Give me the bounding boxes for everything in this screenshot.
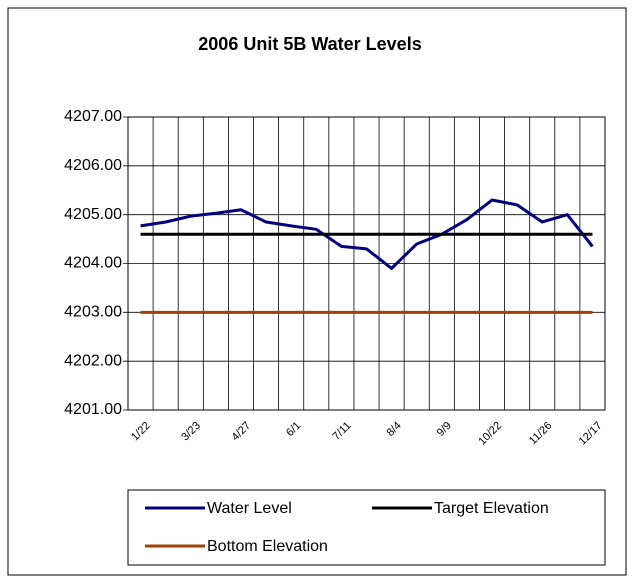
y-tick-label: 4207.00 (64, 108, 122, 125)
series-line (140, 198, 594, 270)
chart-title: 2006 Unit 5B Water Levels (198, 34, 421, 54)
y-tick-label: 4205.00 (64, 206, 122, 223)
y-tick-label: 4203.00 (64, 304, 122, 321)
y-tick-label: 4201.00 (64, 401, 122, 418)
legend-label: Bottom Elevation (207, 538, 328, 555)
legend-label: Water Level (207, 500, 292, 517)
y-tick-label: 4202.00 (64, 352, 122, 369)
legend-label: Target Elevation (434, 500, 549, 517)
legend-box (127, 489, 606, 566)
y-tick-label: 4206.00 (64, 157, 122, 174)
y-tick-label: 4204.00 (64, 255, 122, 272)
